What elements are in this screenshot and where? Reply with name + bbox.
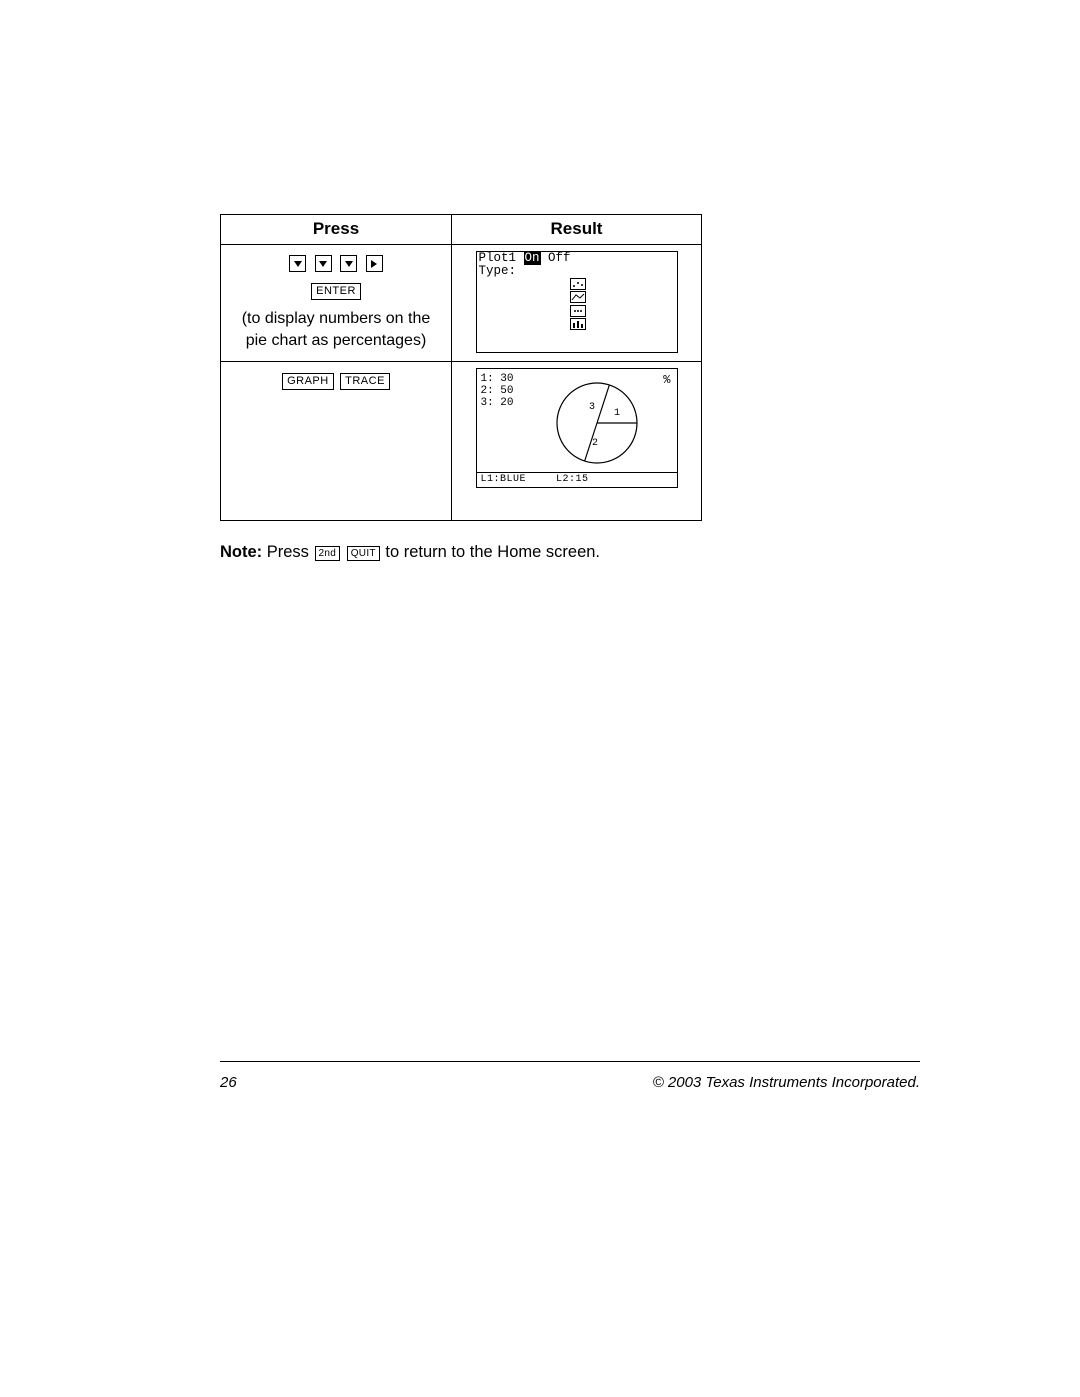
copyright: © 2003 Texas Instruments Incorporated. — [653, 1074, 920, 1091]
plot-type-bar-icon — [570, 318, 586, 330]
note-text: Note: Press 2nd QUIT to return to the Ho… — [220, 543, 702, 562]
plot-type-scatter-icon — [570, 278, 586, 290]
trace-readout: L1:BLUE L2:15 — [477, 472, 677, 487]
trace-key: TRACE — [340, 373, 390, 390]
footer-rule — [220, 1061, 920, 1062]
pie-chart-screen: 1: 30 2: 50 3: 20 % 1 2 3 L1:BLUE L2:15 — [476, 368, 678, 488]
pie-legend: 1: 30 2: 50 3: 20 — [481, 373, 514, 409]
down-arrow-key — [340, 255, 357, 272]
trace-l1: L1:BLUE — [481, 474, 527, 485]
svg-text:2: 2 — [591, 438, 597, 449]
plot-type-xyline-icon — [570, 291, 586, 303]
enter-key: ENTER — [311, 283, 361, 300]
trace-l2: L2:15 — [556, 474, 589, 485]
down-arrow-key — [289, 255, 306, 272]
second-key: 2nd — [315, 546, 341, 561]
result-cell-2: 1: 30 2: 50 3: 20 % 1 2 3 L1:BLUE L2:15 — [452, 362, 702, 521]
percent-symbol: % — [663, 373, 670, 387]
on-highlight: On — [524, 251, 541, 265]
col-header-press: Press — [221, 215, 452, 245]
press-cell-1: ENTER (to display numbers on the pie cha… — [221, 245, 452, 362]
quit-key: QUIT — [347, 546, 380, 561]
instruction-sheet: Press Result ENTER (to display numbers o… — [220, 214, 702, 562]
col-header-result: Result — [452, 215, 702, 245]
right-arrow-key — [366, 255, 383, 272]
plot-setup-screen: Plot1 On Off Type: CategList:L1 D — [476, 251, 678, 353]
result-cell-1: Plot1 On Off Type: CategList:L1 D — [452, 245, 702, 362]
page-footer: 26 © 2003 Texas Instruments Incorporated… — [220, 1074, 920, 1091]
instruction-table: Press Result ENTER (to display numbers o… — [220, 214, 702, 521]
svg-text:1: 1 — [613, 408, 619, 419]
graph-key: GRAPH — [282, 373, 334, 390]
pie-chart: 1 2 3 — [555, 381, 639, 465]
page-number: 26 — [220, 1074, 237, 1091]
down-arrow-key — [315, 255, 332, 272]
svg-text:3: 3 — [588, 402, 594, 413]
arrow-keys-line — [227, 253, 445, 275]
press-subnote: (to display numbers on the pie chart as … — [227, 308, 445, 351]
press-cell-2: GRAPH TRACE — [221, 362, 452, 521]
enter-key-line: ENTER — [227, 281, 445, 303]
plot-type-pictograph-icon — [570, 305, 586, 317]
